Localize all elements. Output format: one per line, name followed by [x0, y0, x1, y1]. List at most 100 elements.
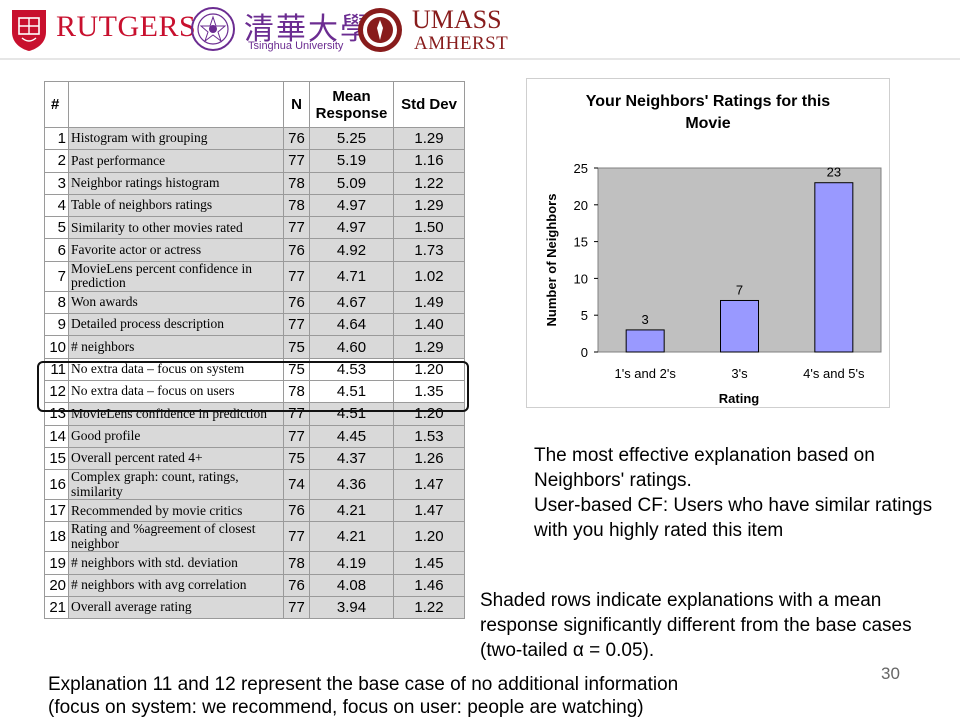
row-number: 2 — [44, 149, 69, 173]
table-row: 4 Table of neighbors ratings 78 4.97 1.29 — [44, 193, 465, 218]
row-std-dev: 1.16 — [393, 149, 465, 173]
bar-value-label: 23 — [827, 165, 841, 180]
x-axis-label: Rating — [719, 391, 760, 406]
row-std-dev: 1.29 — [393, 126, 465, 151]
row-std-dev: 1.50 — [393, 216, 465, 240]
row-mean-response: 4.64 — [309, 313, 394, 337]
row-std-dev: 1.29 — [393, 193, 465, 218]
amherst-wordmark: AMHERST — [414, 33, 509, 54]
table-row: 3 Neighbor ratings histogram 78 5.09 1.22 — [44, 171, 465, 195]
row-explanation: Histogram with grouping — [68, 126, 284, 151]
row-std-dev: 1.40 — [393, 313, 465, 337]
row-std-dev: 1.20 — [393, 357, 465, 381]
shaded-rows-note: Shaded rows indicate explanations with a… — [480, 590, 912, 661]
row-std-dev: 1.46 — [393, 573, 465, 598]
row-number: 4 — [44, 193, 69, 218]
x-tick-label: 3's — [731, 366, 748, 381]
row-mean-response: 4.97 — [309, 216, 394, 240]
y-tick-label: 15 — [574, 235, 588, 250]
table-row: 11 No extra data – focus on system 75 4.53 1… — [44, 357, 465, 381]
row-n: 77 — [283, 424, 310, 448]
tsinghua-english-name: Tsinghua University — [248, 40, 344, 52]
row-explanation: Favorite actor or actress — [68, 238, 284, 262]
row-number: 15 — [44, 446, 69, 471]
row-std-dev: 1.73 — [393, 238, 465, 262]
row-number: 12 — [44, 379, 69, 404]
chart-bars: 3 7 23 — [625, 165, 854, 353]
row-mean-response: 4.08 — [309, 573, 394, 598]
bar-value-label: 3 — [642, 312, 649, 327]
row-mean-response: 4.67 — [309, 290, 394, 315]
row-std-dev: 1.26 — [393, 446, 465, 471]
row-number: 19 — [44, 551, 69, 575]
table-body: 1 Histogram with grouping 76 5.25 1.29 2 Past … — [44, 126, 465, 620]
row-std-dev: 1.49 — [393, 290, 465, 315]
row-mean-response: 4.36 — [309, 469, 394, 501]
row-number: 10 — [44, 335, 69, 359]
row-number: 16 — [44, 469, 69, 501]
row-explanation: Rating and %agreement of closest neighbo… — [68, 521, 284, 553]
row-n: 78 — [283, 171, 310, 195]
row-std-dev: 1.47 — [393, 469, 465, 501]
y-tick-label: 5 — [581, 308, 588, 323]
table-row: 8 Won awards 76 4.67 1.49 — [44, 290, 465, 315]
row-std-dev: 1.47 — [393, 499, 465, 523]
row-explanation: # neighbors with std. deviation — [68, 551, 284, 575]
row-n: 77 — [283, 149, 310, 173]
row-number: 14 — [44, 424, 69, 448]
x-tick-label: 4's and 5's — [803, 366, 865, 381]
table-row: 17 Recommended by movie critics 76 4.21 1.47 — [44, 499, 465, 523]
y-axis-ticks: 0 5 10 15 20 25 — [574, 161, 598, 360]
header-n: N — [283, 81, 310, 128]
row-explanation: # neighbors with avg correlation — [68, 573, 284, 598]
row-std-dev: 1.35 — [393, 379, 465, 404]
row-explanation: # neighbors — [68, 335, 284, 359]
header-divider — [0, 58, 960, 60]
row-explanation: Neighbor ratings histogram — [68, 171, 284, 195]
table-row: 15 Overall percent rated 4+ 75 4.37 1.26 — [44, 446, 465, 471]
row-explanation: Table of neighbors ratings — [68, 193, 284, 218]
row-explanation: No extra data – focus on system — [68, 357, 284, 381]
row-mean-response: 3.94 — [309, 596, 394, 620]
bar — [625, 329, 665, 353]
table-row: 19 # neighbors with std. deviation 78 4.19 1… — [44, 551, 465, 575]
base-case-note: Explanation 11 and 12 represent the base… — [48, 673, 808, 719]
row-explanation: Past performance — [68, 149, 284, 173]
row-number: 17 — [44, 499, 69, 523]
page-number: 30 — [881, 664, 900, 683]
table-row: 21 Overall average rating 77 3.94 1.22 — [44, 596, 465, 620]
row-mean-response: 4.45 — [309, 424, 394, 448]
x-tick-label: 1's and 2's — [614, 366, 676, 381]
table-row: 7 MovieLens percent confidence in predict… — [44, 260, 465, 292]
tsinghua-chinese-name: 清華大學 — [244, 12, 372, 47]
row-mean-response: 4.71 — [309, 260, 394, 292]
effective-text: The most effective explanation based on … — [534, 445, 875, 491]
row-mean-response: 4.19 — [309, 551, 394, 575]
table-header-row: # N Mean Response Std Dev — [44, 81, 465, 128]
y-axis-label: Number of Neighbors — [544, 194, 559, 327]
tsinghua-seal-icon — [191, 7, 235, 51]
row-std-dev: 1.22 — [393, 596, 465, 620]
row-number: 18 — [44, 521, 69, 553]
table-row: 9 Detailed process description 77 4.64 1.40 — [44, 313, 465, 337]
table-row: 12 No extra data – focus on users 78 4.51 1.… — [44, 379, 465, 404]
row-number: 21 — [44, 596, 69, 620]
row-n: 77 — [283, 521, 310, 553]
row-n: 75 — [283, 335, 310, 359]
row-number: 9 — [44, 313, 69, 337]
row-explanation: MovieLens percent confidence in predicti… — [68, 260, 284, 292]
row-number: 1 — [44, 126, 69, 151]
row-n: 74 — [283, 469, 310, 501]
row-std-dev: 1.29 — [393, 335, 465, 359]
row-n: 76 — [283, 126, 310, 151]
table-row: 10 # neighbors 75 4.60 1.29 — [44, 335, 465, 359]
row-mean-response: 5.19 — [309, 149, 394, 173]
row-number: 6 — [44, 238, 69, 262]
row-std-dev: 1.53 — [393, 424, 465, 448]
row-n: 76 — [283, 499, 310, 523]
row-number: 20 — [44, 573, 69, 598]
row-n: 78 — [283, 193, 310, 218]
row-std-dev: 1.20 — [393, 402, 465, 426]
user-based-cf-text: User-based CF: Users who have similar ra… — [534, 495, 933, 541]
y-tick-label: 0 — [581, 345, 588, 360]
